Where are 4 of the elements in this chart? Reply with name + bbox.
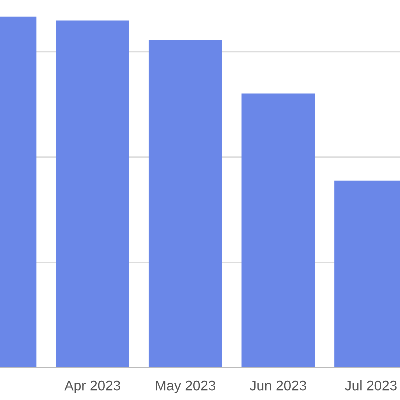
x-tick-label: Apr 2023 xyxy=(64,380,120,394)
x-tick-label: Jul 2023 xyxy=(345,380,397,391)
x-tick-label: May 2023 xyxy=(156,380,216,394)
x-tick-label: Jun 2023 xyxy=(250,380,306,391)
